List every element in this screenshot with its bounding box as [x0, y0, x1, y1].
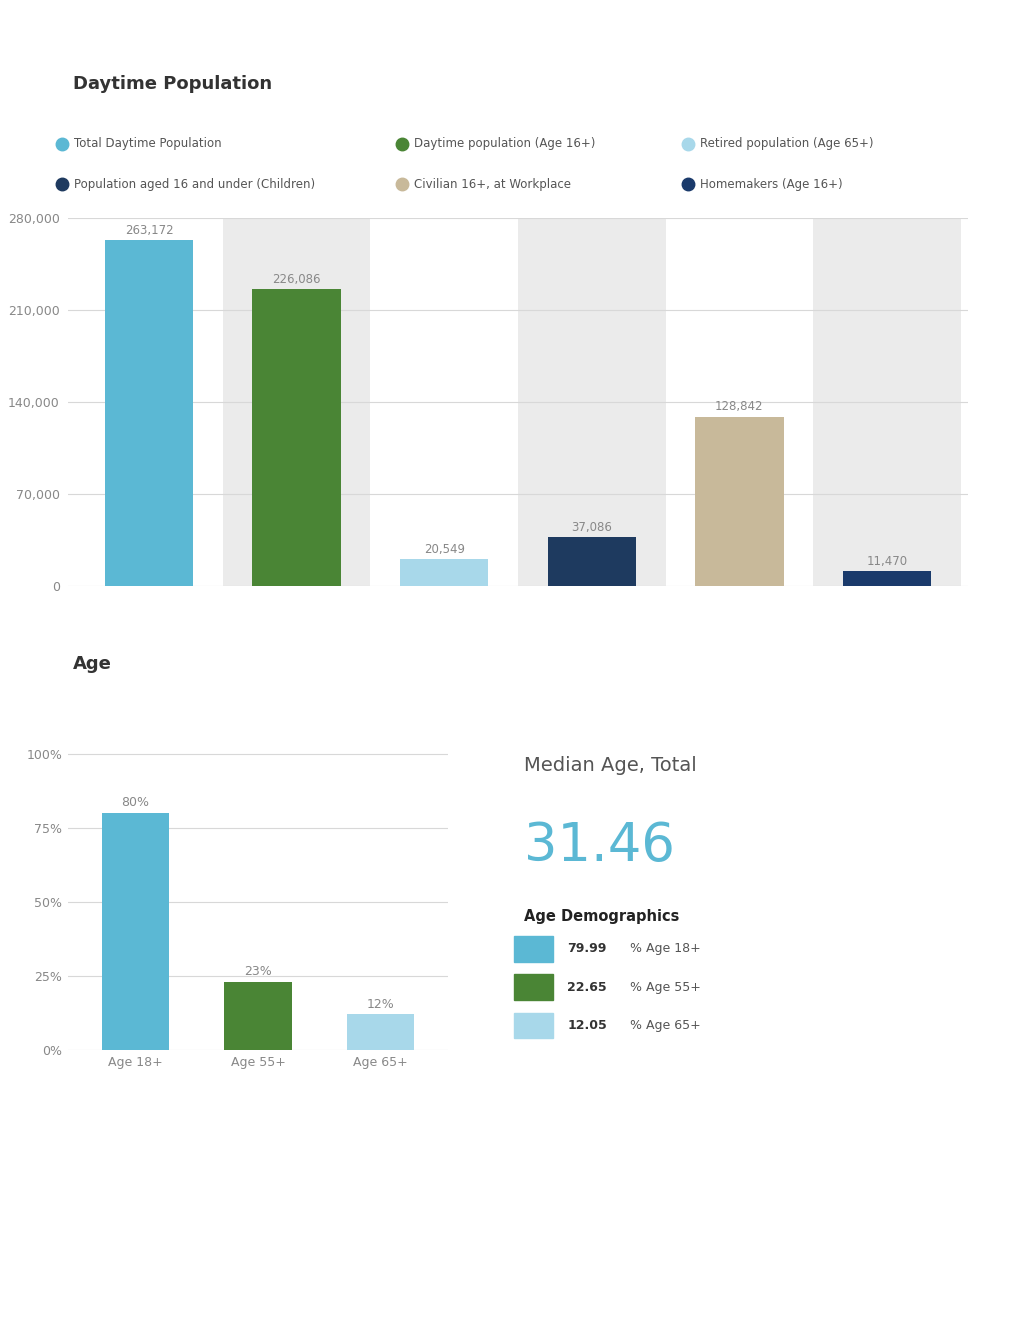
Bar	[371, 219, 518, 586]
Text: 263,172: 263,172	[125, 224, 173, 237]
Text: Homemakers (Age 16+): Homemakers (Age 16+)	[699, 178, 842, 191]
Text: Daytime Population: Daytime Population	[73, 76, 272, 93]
Bar	[101, 814, 169, 1049]
Text: 80%: 80%	[122, 796, 150, 810]
Text: 20,549: 20,549	[424, 543, 465, 555]
Bar	[843, 571, 931, 586]
Bar	[223, 219, 371, 586]
Bar	[347, 1015, 415, 1049]
Text: 79.99: 79.99	[567, 942, 606, 955]
Bar	[253, 289, 341, 586]
Text: 31.46: 31.46	[524, 820, 675, 872]
Bar	[518, 219, 666, 586]
Text: % Age 18+: % Age 18+	[623, 942, 701, 955]
Text: Civilian 16+, at Workplace: Civilian 16+, at Workplace	[415, 178, 571, 191]
Text: 37,086: 37,086	[571, 521, 612, 534]
Bar	[813, 219, 961, 586]
Bar	[224, 982, 292, 1049]
Text: Median Age, Total: Median Age, Total	[524, 755, 696, 775]
Bar	[514, 935, 553, 962]
Text: 12.05: 12.05	[567, 1019, 607, 1032]
Text: Age: Age	[73, 655, 112, 673]
Text: Daytime population (Age 16+): Daytime population (Age 16+)	[415, 138, 596, 150]
Bar	[548, 537, 636, 586]
Bar	[104, 240, 194, 586]
Text: % Age 65+: % Age 65+	[623, 1019, 701, 1032]
Text: % Age 55+: % Age 55+	[623, 980, 701, 994]
Text: 12%: 12%	[367, 998, 394, 1011]
Bar	[514, 1012, 553, 1039]
Bar	[400, 559, 488, 586]
Text: 226,086: 226,086	[272, 273, 321, 286]
Text: Population aged 16 and under (Children): Population aged 16 and under (Children)	[74, 178, 315, 191]
Text: 23%: 23%	[244, 966, 272, 978]
Text: 128,842: 128,842	[715, 400, 764, 413]
Text: 11,470: 11,470	[866, 555, 907, 567]
Bar	[666, 219, 813, 586]
Bar	[695, 416, 783, 586]
Text: Age Demographics: Age Demographics	[524, 909, 679, 925]
Text: Total Daytime Population: Total Daytime Population	[74, 138, 221, 150]
Bar	[76, 219, 223, 586]
Text: 22.65: 22.65	[567, 980, 607, 994]
Bar	[514, 974, 553, 1000]
Text: Retired population (Age 65+): Retired population (Age 65+)	[699, 138, 873, 150]
